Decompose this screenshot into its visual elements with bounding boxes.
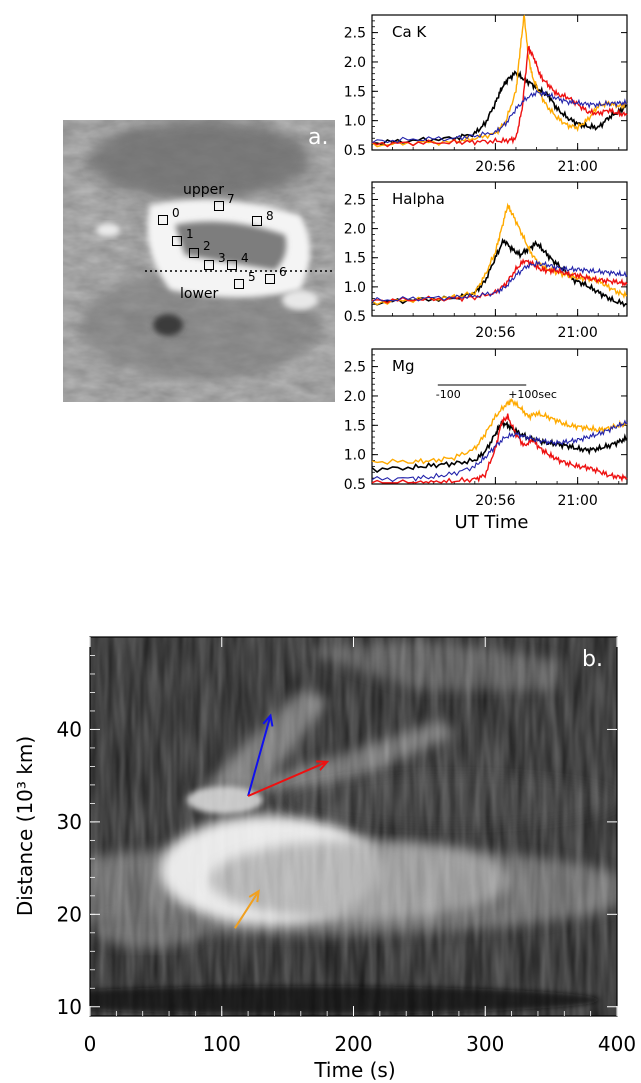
footpoint-box	[234, 279, 244, 289]
panel-a-label: a.	[308, 125, 328, 150]
footpoint-box	[158, 215, 168, 225]
x-tick-label: 21:00	[557, 325, 597, 341]
y-tick-label: 2.5	[344, 360, 366, 376]
footpoint-box-label: 5	[248, 270, 256, 284]
footpoint-box-label: 6	[279, 265, 287, 279]
y-tick-label: 2.0	[344, 222, 366, 238]
series-line	[371, 398, 628, 465]
upper-label: upper	[183, 182, 224, 198]
x-tick-label: 200	[334, 1032, 372, 1056]
series-line	[371, 258, 628, 304]
y-tick-label: 1.5	[344, 251, 366, 267]
y-tick-label: 1.0	[344, 448, 366, 464]
footpoint-box	[265, 274, 275, 284]
x-tick-label: 20:56	[475, 325, 515, 341]
y-tick-label: 1.5	[344, 418, 366, 434]
footpoint-box-label: 3	[218, 251, 226, 265]
light-curve-panel: 0.5 1.0 1.5 2.0 2.5 20:56 21:00 Ca K	[344, 14, 628, 175]
footpoint-box-label: 1	[186, 227, 194, 241]
scale-bar-right-label: +100sec	[508, 388, 557, 401]
series-line	[371, 419, 628, 483]
series-line	[372, 70, 628, 146]
y-tick-label: 2.5	[344, 26, 366, 42]
arrow-head	[316, 760, 330, 771]
panel-b-y-axis-label: Distance (10³ km)	[13, 736, 37, 916]
scale-bar-left-label: -100	[436, 388, 461, 401]
footpoint-box-label: 2	[203, 239, 211, 253]
series-line	[371, 413, 628, 484]
y-tick-label: 0.5	[344, 309, 366, 325]
series-line	[371, 14, 628, 148]
x-tick-label: 400	[598, 1032, 636, 1056]
series-line	[371, 45, 628, 148]
arrow	[247, 715, 272, 797]
arrow-head	[248, 889, 260, 903]
y-tick-label: 2.5	[344, 192, 366, 208]
footpoint-box	[214, 201, 224, 211]
footpoint-box-label: 7	[227, 192, 235, 206]
y-tick-label: 2.0	[344, 389, 366, 405]
light-curve-panels: 0.5 1.0 1.5 2.0 2.5 20:56 21:00 Ca K 0.5 1.0 1.5 2.…	[344, 14, 628, 533]
x-tick-label: 100	[203, 1032, 241, 1056]
panel-b-axes: 0 100 200 300 400 10 20 30 40	[57, 637, 636, 1056]
footpoint-box-label: 8	[266, 209, 274, 223]
footpoint-box	[172, 236, 182, 246]
y-tick-label: 10	[57, 995, 82, 1019]
y-tick-label: 1.5	[344, 84, 366, 100]
x-tick-label: 21:00	[557, 493, 597, 509]
y-tick-label: 40	[57, 717, 82, 741]
footpoint-box-label: 4	[241, 251, 249, 265]
x-tick-label: 21:00	[557, 159, 597, 175]
x-axis-label: UT Time	[455, 512, 529, 533]
panel-title: Halpha	[392, 190, 445, 208]
light-curve-panel: 0.5 1.0 1.5 2.0 2.5 20:56 21:00 Mg -100 +100sec UT…	[344, 348, 628, 533]
series-line	[371, 259, 628, 303]
y-tick-label: 1.0	[344, 280, 366, 296]
x-tick-label: 20:56	[475, 159, 515, 175]
x-tick-label: 0	[84, 1032, 97, 1056]
x-tick-label: 20:56	[475, 493, 515, 509]
panel-title: Mg	[392, 357, 414, 375]
y-tick-label: 0.5	[344, 143, 366, 159]
y-tick-label: 30	[57, 810, 82, 834]
y-tick-label: 2.0	[344, 55, 366, 71]
footpoint-box	[189, 248, 199, 258]
arrow	[234, 890, 260, 929]
panel-b-arrows	[234, 713, 330, 929]
series-line	[371, 89, 628, 144]
panel-b-time-distance: 0 100 200 300 400 10 20 30 40 b. Time (s) Distan…	[13, 636, 636, 1082]
panel-b-x-axis-label: Time (s)	[313, 1058, 395, 1082]
footpoint-box	[204, 260, 214, 270]
footpoint-box	[252, 216, 262, 226]
panel-title: Ca K	[392, 23, 427, 41]
arrow-head	[262, 713, 274, 727]
lower-label: lower	[180, 286, 219, 302]
light-curve-panel: 0.5 1.0 1.5 2.0 2.5 20:56 21:00 Halpha	[344, 181, 628, 341]
y-tick-label: 1.0	[344, 114, 366, 130]
panel-b-label: b.	[582, 647, 603, 672]
y-tick-label: 0.5	[344, 477, 366, 493]
x-tick-label: 300	[466, 1032, 504, 1056]
footpoint-box	[227, 260, 237, 270]
arrow	[247, 760, 328, 797]
footpoint-box-label: 0	[172, 206, 180, 220]
y-tick-label: 20	[57, 902, 82, 926]
